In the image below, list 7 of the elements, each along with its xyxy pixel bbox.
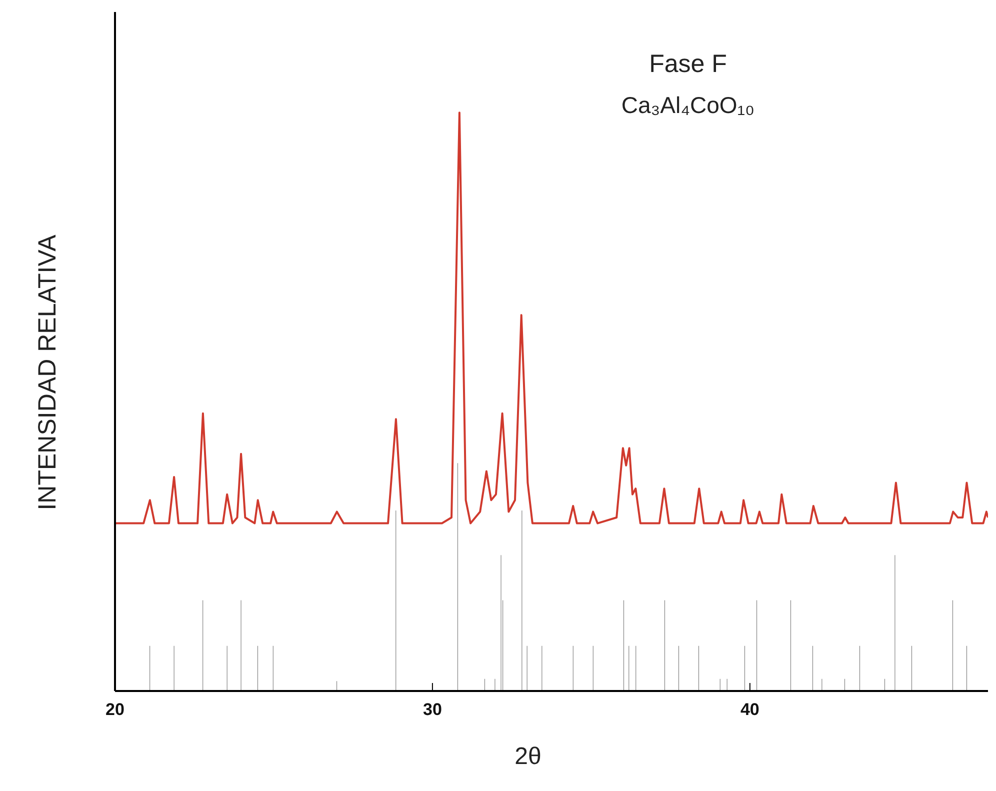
- x-tick-label: 30: [422, 700, 442, 720]
- y-axis-title: INTENSIDAD RELATIVA: [34, 234, 62, 512]
- x-axis-title: 2θ: [514, 743, 542, 771]
- chart-subtitle: Ca₃Al₄CoO₁₀: [620, 92, 756, 119]
- x-tick-label: 40: [740, 700, 760, 720]
- chart-title: Fase F: [648, 50, 728, 79]
- x-tick-label: 20: [106, 700, 124, 720]
